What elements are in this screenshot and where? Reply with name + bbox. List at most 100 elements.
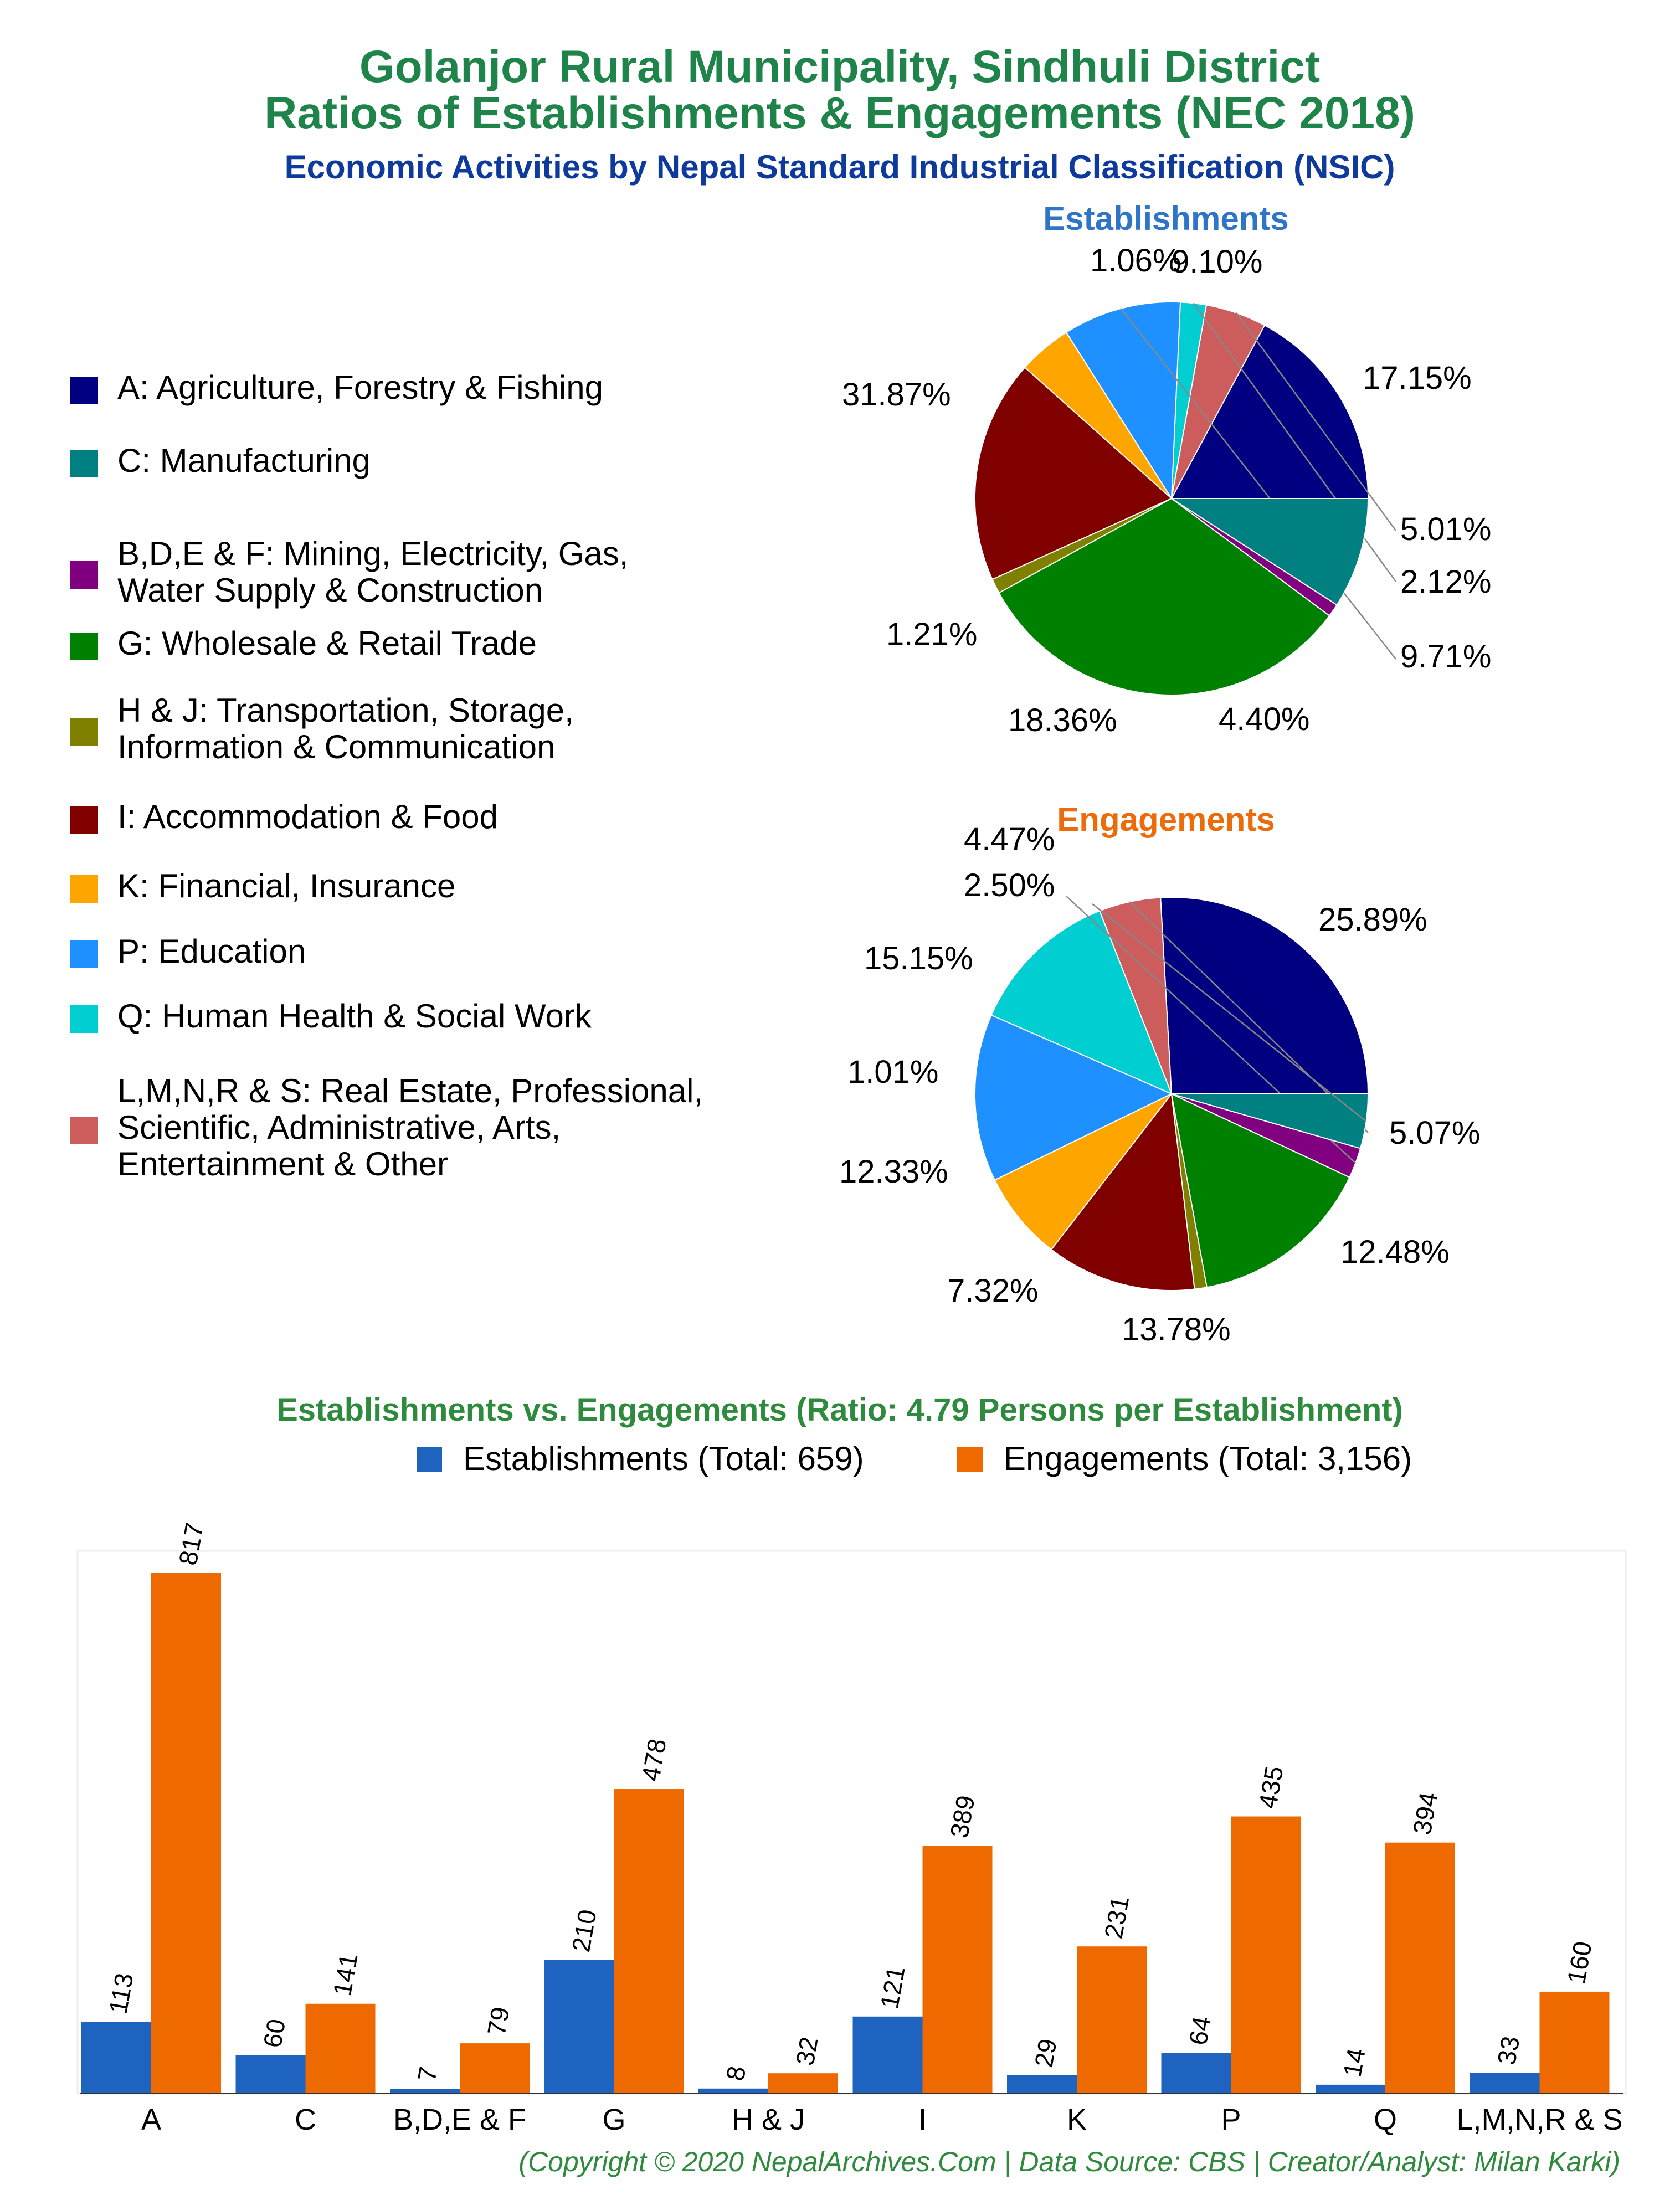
page-title-line1: Golanjor Rural Municipality, Sindhuli Di… [359, 42, 1320, 92]
legend-label-engagements: Engagements (Total: 3,156) [1004, 1440, 1412, 1477]
pie-slice [1169, 498, 1369, 606]
legend-swatch [70, 940, 98, 968]
legend-swatch [70, 561, 98, 589]
pie-slice [1170, 1093, 1350, 1288]
engagements-bar [614, 1789, 684, 2094]
pie-slice-label: 1.21% [886, 616, 977, 652]
pie-slice-label: 25.89% [1318, 902, 1427, 938]
pie-slice-label: 2.50% [964, 867, 1055, 903]
bar-value-label: 64 [1183, 2014, 1216, 2047]
engagements-bar [768, 2073, 838, 2094]
pie-leader-line [1235, 312, 1397, 531]
bar-chart-title: Establishments vs. Engagements (Ratio: 4… [276, 1392, 1403, 1428]
x-tick-label: I [918, 2103, 927, 2136]
engagements-bar [305, 2003, 376, 2094]
establishments-bar [1316, 2084, 1385, 2094]
bar-value-label: 32 [790, 2034, 824, 2067]
x-tick-label: L,M,N,R & S [1456, 2103, 1622, 2136]
x-tick-label: K [1067, 2103, 1087, 2136]
bar-value-label: 7 [412, 2064, 443, 2083]
legend-label: H & J: Transportation, Storage, [117, 692, 574, 729]
pie-slice-label: 5.01% [1400, 511, 1491, 547]
legend-swatch [70, 377, 98, 404]
engagements-pie-title: Engagements [1057, 801, 1275, 838]
bar-value-label: 210 [566, 1908, 602, 1955]
bar-value-label: 394 [1407, 1790, 1443, 1837]
establishments-bar [81, 2021, 151, 2094]
bar-value-label: 478 [636, 1736, 672, 1783]
bar-value-label: 29 [1029, 2037, 1062, 2069]
pie-slice [974, 1014, 1173, 1181]
engagements-bar [1539, 1991, 1610, 2094]
bar-chart: 113 817 A 60 141 C 7 79 B,D,E & F 210 478 G 8 32 H & J… [80, 1520, 1623, 2136]
x-tick-label: A [141, 2103, 161, 2136]
pie-slice [974, 367, 1173, 580]
bar-value-label: 60 [258, 2017, 291, 2049]
x-tick-label: C [295, 2103, 316, 2136]
engagements-pie: 25.89% 5.07% 12.48% 13.78% 7.32% 12.33% 1.01% 1… [839, 821, 1480, 1348]
pie-slice-label: 17.15% [1363, 360, 1472, 396]
establishments-pie-title: Establishments [1043, 200, 1288, 237]
legend-label: Water Supply & Construction [117, 572, 543, 609]
page-title-line2: Ratios of Establishments & Engagements (… [264, 88, 1415, 138]
legend-swatch [70, 633, 98, 660]
page-subtitle: Economic Activities by Nepal Standard In… [285, 148, 1395, 186]
pie-slice-label: 9.71% [1400, 639, 1491, 675]
bar-value-label: 435 [1253, 1764, 1289, 1811]
pie-slice-label: 7.32% [947, 1273, 1038, 1309]
establishments-bar [1470, 2073, 1540, 2094]
pie-slice-label: 13.78% [1122, 1312, 1231, 1348]
legend-swatch [70, 1117, 98, 1144]
legend-swatch [70, 875, 98, 903]
bar-value-label: 79 [482, 2004, 515, 2037]
legend-label: Entertainment & Other [117, 1145, 448, 1183]
legend-label: Q: Human Health & Social Work [117, 998, 592, 1035]
pie-slice-label: 18.36% [1008, 702, 1117, 738]
establishments-bar [1161, 2053, 1231, 2094]
legend-label: P: Education [117, 933, 306, 970]
pie-slice-label: 15.15% [864, 940, 973, 976]
x-tick-label: B,D,E & F [393, 2103, 526, 2136]
x-tick-label: P [1221, 2103, 1241, 2136]
category-legend: A: Agriculture, Forestry & Fishing C: Man… [70, 369, 703, 1183]
establishments-bar [390, 2089, 460, 2094]
bar-value-label: 141 [327, 1951, 363, 1998]
bar-value-label: 389 [944, 1793, 980, 1841]
pie-slice-label: 12.48% [1340, 1234, 1450, 1270]
bar-value-label: 33 [1492, 2034, 1525, 2067]
establishments-bar [1007, 2075, 1077, 2094]
pie-slice [994, 1093, 1172, 1251]
legend-label: B,D,E & F: Mining, Electricity, Gas, [117, 535, 628, 572]
engagements-bar [1077, 1946, 1147, 2094]
engagements-bar [922, 1846, 993, 2094]
bar-value-label: 14 [1338, 2046, 1371, 2079]
pie-slice-label: 4.47% [964, 821, 1055, 857]
legend-label: A: Agriculture, Forestry & Fishing [117, 369, 603, 406]
pie-slice-label: 12.33% [839, 1154, 948, 1190]
legend-label: C: Manufacturing [117, 442, 371, 479]
pie-slice [990, 910, 1173, 1095]
pie-slice-label: 1.01% [847, 1054, 938, 1090]
legend-label: Information & Communication [117, 728, 555, 765]
bar-value-label: 113 [104, 1971, 139, 2016]
pie-slice-label: 2.12% [1400, 564, 1491, 600]
bar-value-label: 121 [875, 1964, 911, 2011]
pie-leader-line [1092, 903, 1367, 1122]
pie-leader-line [1120, 308, 1396, 660]
pie-slice [998, 497, 1330, 696]
legend-swatch [70, 718, 98, 746]
legend-swatch [70, 806, 98, 834]
footer-credit: (Copyright © 2020 NepalArchives.Com | Da… [518, 2146, 1620, 2178]
legend-swatch-engagements [957, 1447, 983, 1472]
engagements-bar [1231, 1816, 1301, 2094]
legend-swatch [70, 1005, 98, 1033]
establishments-bar [235, 2055, 306, 2094]
establishments-pie: 17.15% 5.01% 2.12% 9.71% 4.40% 18.36% 1.21% 31.… [842, 243, 1491, 738]
pie-slice [1050, 1092, 1195, 1291]
bar-value-label: 160 [1561, 1939, 1597, 1986]
pie-slice-label: 4.40% [1219, 701, 1309, 737]
legend-swatch-establishments [417, 1447, 442, 1472]
pie-slice-label: 31.87% [842, 377, 951, 413]
x-tick-label: H & J [732, 2103, 805, 2136]
